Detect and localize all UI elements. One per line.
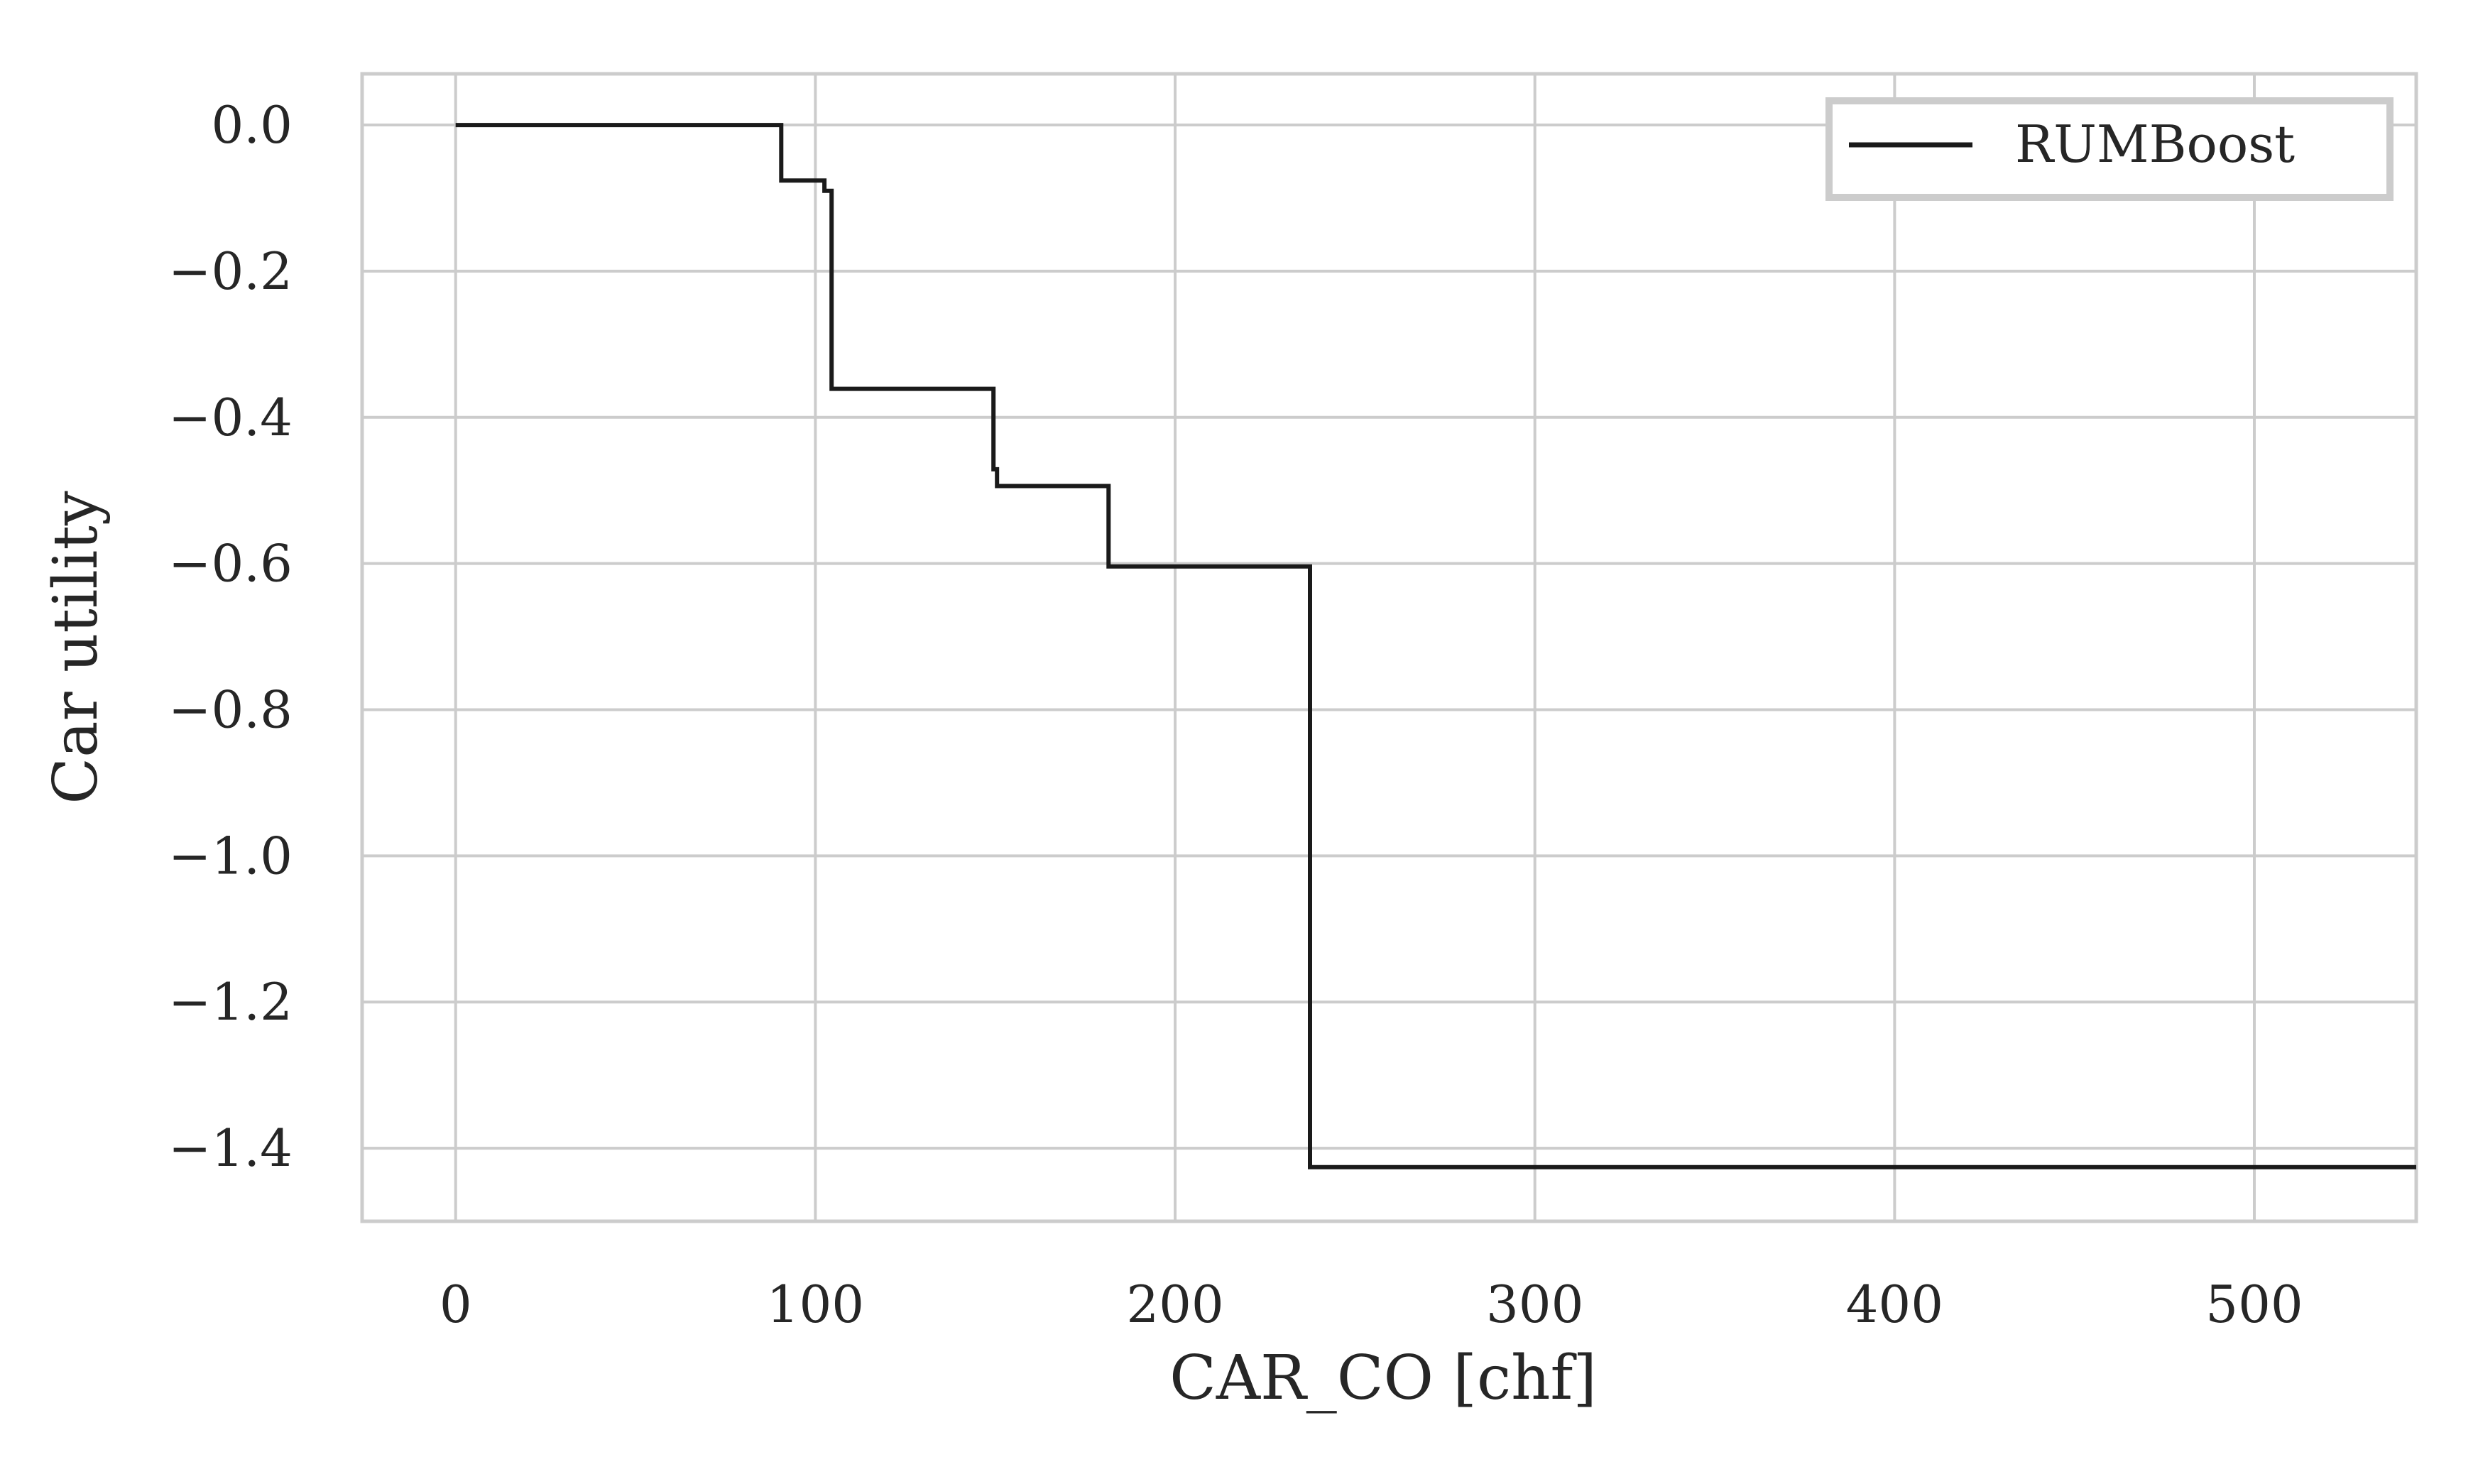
legend: RUMBoost [1825,97,2394,201]
series-layer [455,123,2416,1169]
y-tick-label: −0.6 [168,534,293,594]
x-tick-label: 500 [2205,1275,2303,1334]
legend-box [1825,97,2394,201]
y-tick-label: −1.2 [168,972,293,1032]
x-tick-label: 200 [1126,1275,1223,1334]
y-tick-label: 0.0 [211,95,293,155]
plot-background [362,74,2416,1221]
legend-label-rumboost: RUMBoost [2015,114,2295,174]
y-tick-label: −1.4 [168,1118,293,1178]
x-tick-label: 300 [1486,1275,1583,1334]
y-tick-label: −0.2 [168,241,293,301]
x-axis-label: CAR_CO [chf] [1169,1343,1597,1414]
y-tick-label: −1.0 [168,826,293,885]
y-axis-label: Car utility [40,491,111,804]
x-tick-label: 0 [440,1275,472,1334]
x-tick-label: 100 [767,1275,864,1334]
y-tick-label: −0.8 [168,680,293,739]
x-tick-label: 400 [1846,1275,1943,1334]
tick-labels: 0 100 200 300 400 500 0.0 −0.2 −0.4 −0.6 −0.8 −1.0 −… [168,95,2303,1334]
y-tick-label: −0.4 [168,388,293,447]
series-line-rumboost [455,123,2416,1169]
grid [362,74,2416,1221]
plot-frame [360,72,2418,1223]
